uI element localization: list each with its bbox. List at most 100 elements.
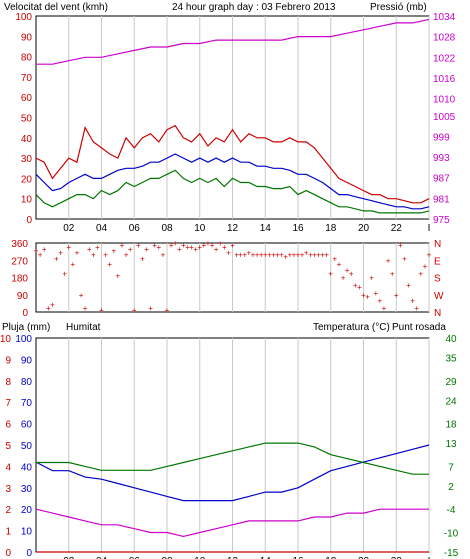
temp-panel-rain-tick-label: 8 <box>5 377 11 388</box>
direction-point: + <box>373 289 378 298</box>
rain-axis-label: Pluja (mm) <box>2 322 50 333</box>
wind-panel-x-tick-label: 06 <box>129 223 141 234</box>
direction-point: + <box>91 251 96 260</box>
direction-point: + <box>230 241 235 250</box>
direction-point: + <box>275 251 280 260</box>
direction-point: + <box>423 262 428 271</box>
direction-compass-label: S <box>434 274 441 285</box>
temp-panel-hum-tick-label: 80 <box>21 377 33 388</box>
wind-panel-left-tick-label: 70 <box>21 73 33 84</box>
direction-point: + <box>406 281 411 290</box>
temp-panel-rain-tick-label: 10 <box>0 334 11 345</box>
wind-panel-right-tick-label: 993 <box>433 153 450 164</box>
direction-point: + <box>120 241 125 250</box>
direction-point: + <box>386 256 391 265</box>
direction-point: + <box>279 251 284 260</box>
direction-point: + <box>222 243 227 252</box>
temp-panel-x-tick-label: I <box>428 556 431 559</box>
direction-point: + <box>337 260 342 269</box>
direction-point: + <box>263 251 268 260</box>
wind-panel-x-tick-label: 20 <box>358 223 370 234</box>
temp-panel-temp-tick-label: 40 <box>445 334 457 345</box>
direction-point: + <box>287 251 292 260</box>
page-title: 24 hour graph day : 03 Febrero 2013 <box>172 2 336 13</box>
direction-point: + <box>242 251 247 260</box>
direction-point: + <box>226 249 231 258</box>
direction-point: + <box>124 251 129 260</box>
temp-panel-temp-tick-label: -15 <box>444 548 459 559</box>
direction-point: + <box>361 291 366 300</box>
direction-point: + <box>328 270 333 279</box>
direction-point: + <box>308 251 313 260</box>
direction-point: + <box>71 260 76 269</box>
temp-panel-x-tick-label: 20 <box>358 556 370 559</box>
direction-point: + <box>316 251 321 260</box>
direction-point: + <box>66 243 71 252</box>
wind-panel-left-tick-label: 10 <box>21 195 33 206</box>
wind-panel-right-tick-label: 1010 <box>433 95 456 106</box>
direction-point: + <box>165 306 170 315</box>
wind-panel-left-tick-label: 90 <box>21 32 33 43</box>
direction-point: + <box>402 254 407 263</box>
direction-point: + <box>382 304 387 313</box>
direction-point: + <box>87 245 92 254</box>
temp-panel-x-tick-label: 10 <box>194 556 206 559</box>
direction-point: + <box>414 304 419 313</box>
direction-point: + <box>103 251 108 260</box>
temp-panel-hum-tick-label: 30 <box>21 484 33 495</box>
direction-point: + <box>177 245 182 254</box>
wind-panel-right-tick-label: 1016 <box>433 74 456 85</box>
direction-compass-label: N <box>434 308 441 319</box>
temp-panel-temp-tick-label: 2 <box>448 482 454 493</box>
direction-point: + <box>238 251 243 260</box>
temp-panel-temp-tick-label: 7 <box>448 462 454 473</box>
temp-panel-x-tick-label: 04 <box>96 556 108 559</box>
direction-point: + <box>95 243 100 252</box>
temp-panel-x-tick-label: 06 <box>129 556 141 559</box>
wind-panel-x-tick-label: I <box>428 223 431 234</box>
temp-panel-hum-tick-label: 60 <box>21 420 33 431</box>
direction-compass-label: W <box>434 291 444 302</box>
direction-point: + <box>107 260 112 269</box>
wind-panel-left-tick-label: 0 <box>26 215 32 226</box>
temp-panel-x-tick-label: 14 <box>260 556 272 559</box>
direction-compass-label: E <box>434 256 441 267</box>
wind-panel-left-tick-label: 60 <box>21 93 33 104</box>
direction-point: + <box>398 241 403 250</box>
direction-compass-label: N <box>434 239 441 250</box>
direction-point: + <box>169 241 174 250</box>
temp-panel-rain-tick-label: 7 <box>5 398 11 409</box>
direction-point: + <box>353 281 358 290</box>
direction-point: + <box>251 251 256 260</box>
direction-point: + <box>333 254 338 263</box>
direction-point: + <box>46 304 51 313</box>
direction-point: + <box>83 304 88 313</box>
temp-panel-x-tick-label: 18 <box>325 556 337 559</box>
direction-point: + <box>320 251 325 260</box>
direction-point: + <box>418 270 423 279</box>
direction-panel-left-tick-label: 90 <box>17 291 29 302</box>
temp-panel-x-tick-label: 22 <box>391 556 403 559</box>
wind-panel-right-tick-label: 1005 <box>433 112 456 123</box>
temp-panel-rain-tick-label: 2 <box>5 505 11 516</box>
direction-point: + <box>148 304 153 313</box>
temp-panel-rain-tick-label: 6 <box>5 420 11 431</box>
temp-panel-hum-tick-label: 0 <box>26 548 32 559</box>
temp-panel-hum-tick-label: 90 <box>21 355 33 366</box>
direction-point: + <box>296 251 301 260</box>
series-wind_min <box>35 169 430 214</box>
temp-panel-temp-tick-label: -4 <box>447 505 456 516</box>
direction-point: + <box>394 291 399 300</box>
wind-panel-x-tick-label: 04 <box>96 223 108 234</box>
temp-panel-hum-tick-label: 20 <box>21 505 33 516</box>
direction-point: + <box>128 245 133 254</box>
wind-axis-label: Velocitat del vent (kmh) <box>4 2 108 13</box>
direction-point: + <box>193 245 198 254</box>
direction-point: + <box>324 251 329 260</box>
direction-point: + <box>390 270 395 279</box>
direction-point: + <box>156 243 161 252</box>
direction-point: + <box>349 270 354 279</box>
wind-panel-left-tick-label: 40 <box>21 134 33 145</box>
temp-panel-hum-tick-label: 70 <box>21 398 33 409</box>
